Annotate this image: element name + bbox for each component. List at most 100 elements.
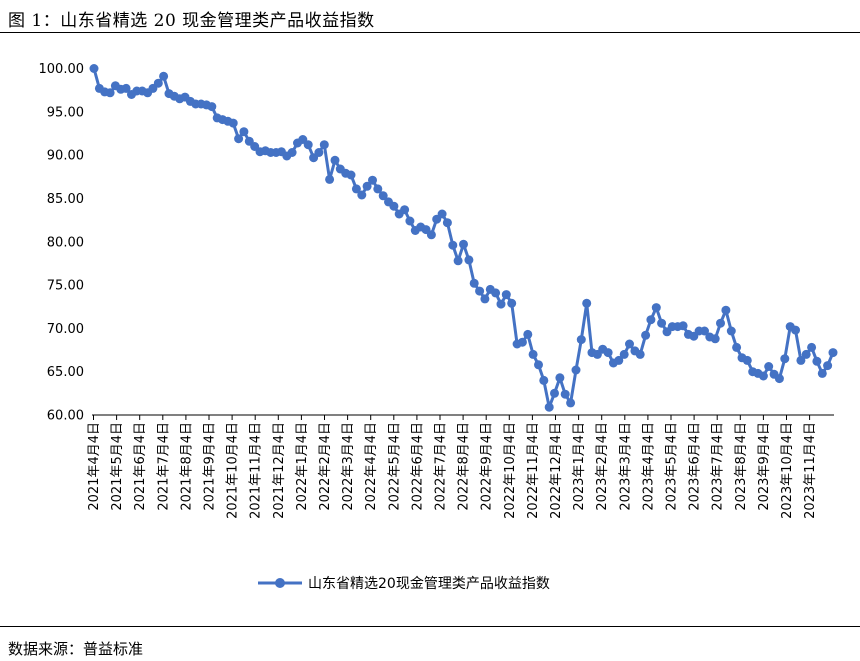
data-point: [464, 255, 474, 265]
x-tick-label: 2022年10月4日: [503, 422, 518, 519]
x-axis-labels: 2021年4月4日 2021年5月4日 2021年6月4日 2021年7月4日 2021…: [87, 422, 818, 519]
data-point: [817, 368, 827, 378]
data-point: [566, 398, 576, 408]
top-rule: [0, 32, 860, 33]
x-tick-label: 2023年5月4日: [665, 422, 680, 511]
data-point: [571, 365, 581, 375]
data-point: [325, 174, 335, 184]
data-point: [303, 140, 313, 150]
data-point: [742, 355, 752, 365]
data-point: [678, 321, 688, 331]
y-tick-label: 85.00: [47, 192, 84, 207]
data-point: [234, 134, 244, 144]
data-point: [619, 349, 629, 359]
data-point: [576, 335, 586, 345]
data-point: [287, 148, 297, 157]
x-tick-label: 2021年12月4日: [272, 422, 287, 519]
x-tick-label: 2023年1月4日: [572, 422, 587, 511]
bottom-rule: [0, 626, 860, 627]
data-point: [721, 305, 731, 315]
x-tick-label: 2023年11月4日: [803, 422, 818, 519]
data-point: [442, 218, 452, 228]
data-point: [625, 339, 634, 349]
data-point: [314, 148, 324, 157]
data-point: [400, 205, 410, 215]
data-point: [716, 318, 725, 328]
data-point: [582, 298, 592, 308]
data-point: [828, 348, 838, 358]
data-point: [641, 330, 651, 340]
data-point: [501, 290, 511, 300]
x-tick-label: 2022年12月4日: [549, 422, 564, 519]
x-tick-label: 2022年9月4日: [480, 422, 495, 511]
x-tick-label: 2021年10月4日: [226, 422, 241, 519]
data-point: [159, 71, 169, 81]
data-point: [796, 355, 806, 365]
data-point: [357, 190, 367, 200]
data-point: [448, 240, 458, 250]
x-tick-label: 2022年5月4日: [387, 422, 402, 511]
data-point: [378, 191, 388, 201]
y-tick-label: 95.00: [47, 105, 84, 120]
data-point: [523, 329, 533, 339]
data-point: [507, 298, 517, 308]
x-tick-label: 2023年7月4日: [711, 422, 726, 511]
data-point: [550, 388, 559, 398]
data-point: [823, 361, 833, 371]
x-tick-label: 2022年1月4日: [295, 422, 310, 511]
data-point: [121, 83, 131, 93]
x-tick-label: 2023年2月4日: [595, 422, 610, 511]
y-axis-labels: 60.00 65.00 70.00 75.00 80.00 85.00 90.00 95.00…: [39, 62, 85, 424]
data-point: [368, 175, 377, 185]
data-point: [534, 360, 543, 370]
series-group: [89, 64, 838, 412]
data-point: [528, 349, 538, 359]
source-note: 数据来源：普益标准: [8, 640, 144, 658]
data-point: [239, 127, 249, 137]
x-tick-label: 2021年8月4日: [179, 422, 194, 511]
x-tick-label: 2023年10月4日: [780, 422, 795, 519]
data-point: [555, 373, 565, 383]
data-point: [732, 342, 742, 352]
legend: 山东省精选20现金管理类产品收益指数: [258, 576, 550, 592]
data-point: [646, 315, 656, 325]
data-point: [544, 402, 554, 412]
x-tick-label: 2023年4月4日: [641, 422, 656, 511]
x-tick-label: 2022年2月4日: [318, 422, 333, 511]
data-point: [475, 286, 485, 296]
data-point: [539, 375, 549, 385]
data-point: [700, 326, 709, 336]
x-tick-label: 2022年4月4日: [364, 422, 379, 511]
data-point: [228, 118, 238, 128]
y-tick-label: 60.00: [47, 409, 84, 424]
x-tick-label: 2021年11月4日: [249, 422, 264, 519]
x-tick-label: 2021年7月4日: [156, 422, 171, 511]
data-point: [330, 155, 340, 165]
x-tick-label: 2023年9月4日: [757, 422, 772, 511]
data-point: [437, 209, 447, 219]
figure-title: 图 1：山东省精选 20 现金管理类产品收益指数: [8, 11, 375, 31]
data-point: [346, 170, 356, 180]
data-point: [207, 102, 217, 112]
x-tick-label: 2023年8月4日: [734, 422, 749, 511]
data-point: [351, 184, 361, 194]
data-point: [764, 362, 774, 371]
series-line: [92, 68, 835, 409]
legend-swatch-marker: [275, 578, 285, 588]
legend-label: 山东省精选20现金管理类产品收益指数: [308, 576, 550, 592]
data-point: [405, 216, 415, 226]
data-point: [459, 239, 468, 249]
line-chart: 60.00 65.00 70.00 75.00 80.00 85.00 90.00 95.00…: [39, 62, 838, 592]
y-tick-label: 100.00: [39, 62, 85, 77]
data-point: [726, 326, 736, 336]
data-point: [480, 294, 490, 304]
data-point: [453, 256, 463, 266]
x-tick-label: 2023年6月4日: [688, 422, 703, 511]
x-tick-label: 2022年11月4日: [526, 422, 541, 519]
x-tick-label: 2021年9月4日: [203, 422, 218, 511]
data-point: [469, 278, 479, 288]
x-tick-label: 2022年8月4日: [457, 422, 472, 511]
data-point: [491, 288, 501, 298]
data-point: [614, 355, 624, 365]
y-tick-label: 90.00: [47, 149, 84, 164]
